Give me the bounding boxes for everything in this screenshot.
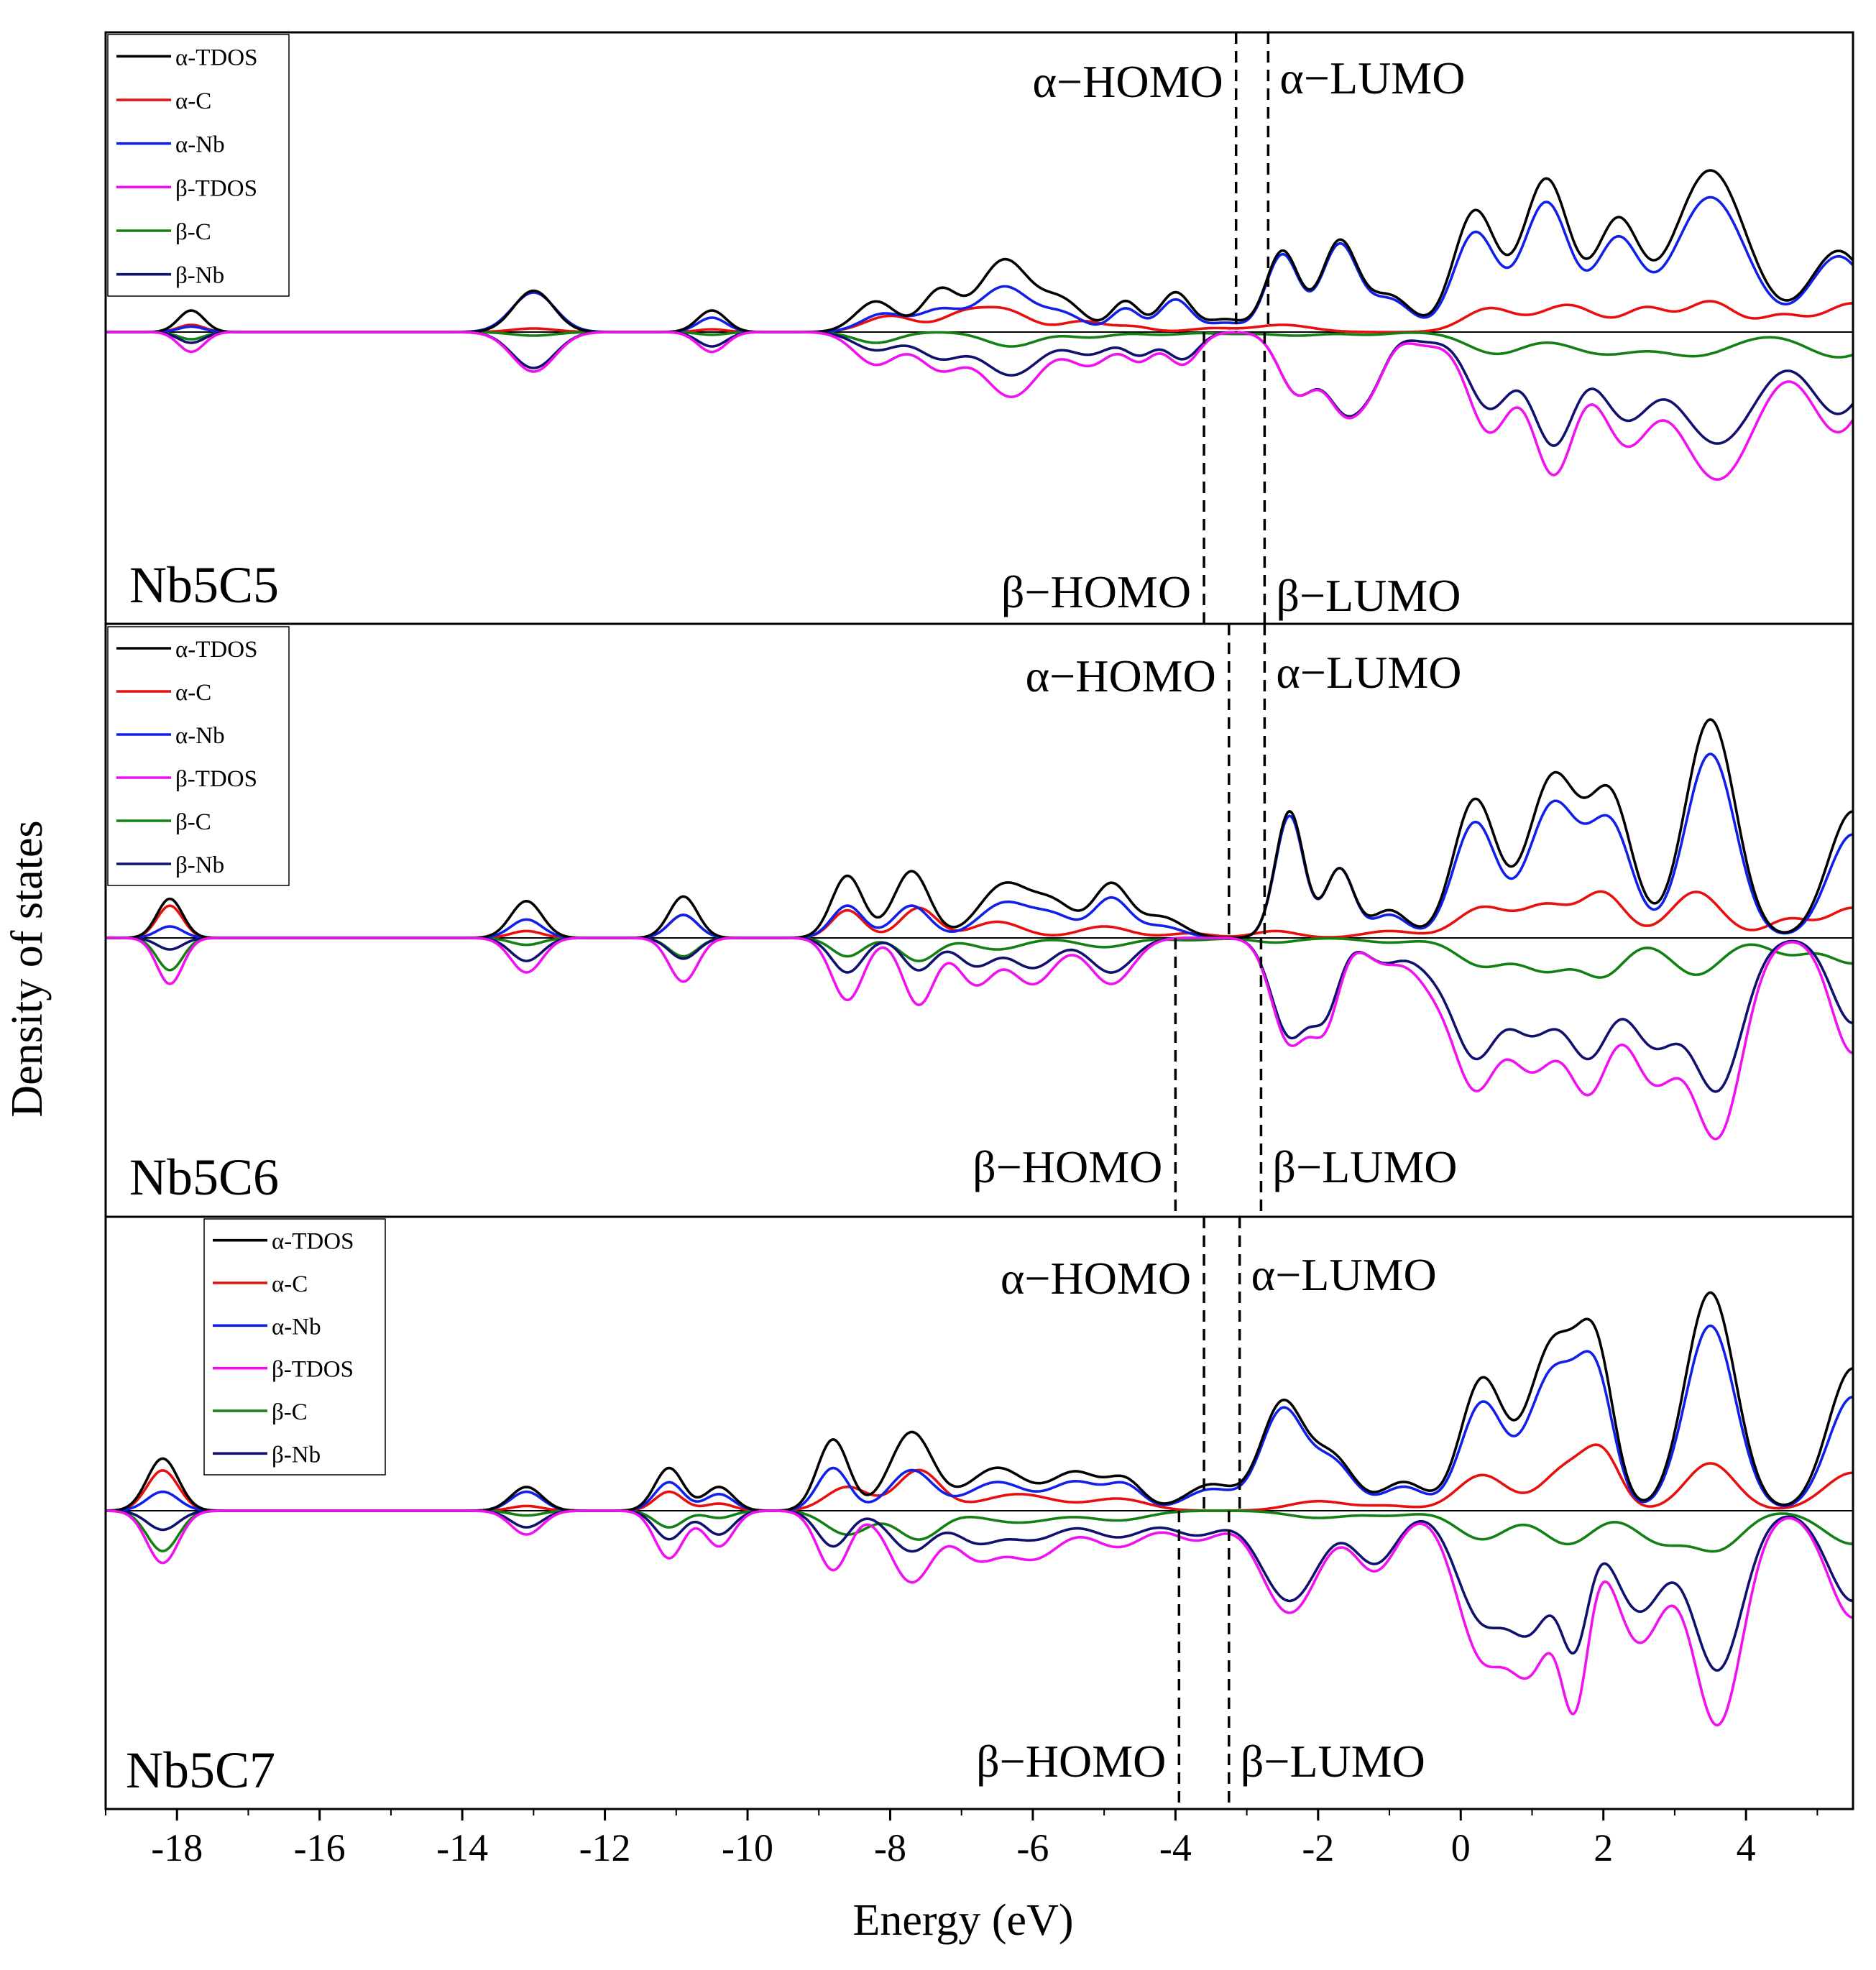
beta-lumo-label: β−LUMO — [1272, 1141, 1457, 1192]
legend: α-TDOS α-C α-Nb β-TDOS β-C β-Nb — [107, 34, 290, 297]
legend-box — [107, 626, 290, 886]
series-beta-tdos — [106, 1509, 1854, 1727]
legend: α-TDOS α-C α-Nb β-TDOS β-C β-Nb — [107, 626, 290, 886]
legend-label-beta-c: β-C — [175, 809, 211, 835]
x-tick-label: 0 — [1451, 1826, 1471, 1869]
x-tick-label: -14 — [436, 1826, 488, 1869]
legend-label-beta-c: β-C — [175, 219, 211, 245]
curves — [106, 1291, 1854, 1727]
legend-label-beta-nb: β-Nb — [175, 263, 224, 289]
alpha-homo-label: α−HOMO — [1001, 1253, 1191, 1304]
x-tick-label: 2 — [1594, 1826, 1613, 1869]
legend-label-beta-nb: β-Nb — [175, 852, 224, 878]
alpha-lumo-label: α−LUMO — [1279, 52, 1465, 103]
structure-label: Nb5C6 — [129, 1149, 279, 1206]
alpha-lumo-label: α−LUMO — [1276, 647, 1461, 698]
curves — [106, 169, 1854, 481]
panel-nb5c7: α−HOMO α−LUMO β−HOMO β−LUMO α-TDOS α-C α-Nb β-T… — [104, 1215, 1854, 1810]
x-tick-label: -18 — [151, 1826, 203, 1869]
alpha-lumo-label: α−LUMO — [1251, 1249, 1437, 1300]
x-tick-label: -6 — [1016, 1826, 1049, 1869]
structure-label: Nb5C7 — [126, 1741, 275, 1799]
structure-label: Nb5C5 — [129, 556, 279, 614]
panel-nb5c5: α−HOMO α−LUMO β−HOMO β−LUMO α-TDOS α-C α-Nb β-T… — [104, 31, 1854, 625]
alpha-homo-label: α−HOMO — [1026, 650, 1216, 701]
legend-box — [203, 1218, 386, 1476]
panel-frame — [104, 1215, 1854, 1810]
panel-nb5c6: α−HOMO α−LUMO β−HOMO β−LUMO α-TDOS α-C α-Nb β-T… — [104, 622, 1854, 1218]
legend-label-beta-tdos: β-TDOS — [272, 1357, 354, 1383]
legend-label-alpha-tdos: α-TDOS — [175, 45, 257, 70]
legend: α-TDOS α-C α-Nb β-TDOS β-C β-Nb — [203, 1218, 386, 1476]
legend-box — [107, 34, 290, 297]
series-beta-tdos — [106, 331, 1854, 481]
beta-lumo-label: β−LUMO — [1276, 570, 1461, 621]
x-tick-label: -2 — [1302, 1826, 1334, 1869]
x-tick-label: 4 — [1737, 1826, 1756, 1869]
series-beta-tdos — [106, 936, 1854, 1141]
legend-label-alpha-c: α-C — [175, 88, 211, 114]
legend-label-alpha-nb: α-Nb — [175, 723, 225, 749]
x-axis-label: Energy (eV) — [852, 1896, 1073, 1945]
y-axis-label: Density of states — [3, 820, 52, 1117]
x-tick-label: -8 — [874, 1826, 906, 1869]
legend-label-alpha-tdos: α-TDOS — [175, 637, 257, 663]
beta-homo-label: β−HOMO — [1001, 566, 1191, 617]
beta-lumo-label: β−LUMO — [1241, 1736, 1425, 1787]
beta-homo-label: β−HOMO — [976, 1736, 1166, 1787]
panels: α−HOMO α−LUMO β−HOMO β−LUMO α-TDOS α-C α-Nb β-T… — [104, 31, 1854, 1810]
legend-label-alpha-tdos: α-TDOS — [272, 1229, 354, 1255]
legend-label-alpha-c: α-C — [272, 1271, 308, 1297]
x-tick-label: -10 — [722, 1826, 773, 1869]
legend-label-beta-c: β-C — [272, 1399, 308, 1425]
alpha-homo-label: α−HOMO — [1033, 56, 1223, 107]
legend-label-beta-tdos: β-TDOS — [175, 175, 257, 201]
legend-label-alpha-c: α-C — [175, 680, 211, 706]
x-tick-label: -12 — [579, 1826, 631, 1869]
legend-label-alpha-nb: α-Nb — [175, 132, 225, 158]
legend-label-alpha-nb: α-Nb — [272, 1314, 321, 1340]
curves — [106, 718, 1854, 1141]
legend-label-beta-tdos: β-TDOS — [175, 766, 257, 792]
beta-homo-label: β−HOMO — [973, 1141, 1162, 1192]
x-axis: -18 -16 -14 -12 -10 -8 -6 -4 -2 0 2 4 — [105, 1809, 1818, 1869]
x-tick-label: -4 — [1159, 1826, 1192, 1869]
legend-label-beta-nb: β-Nb — [272, 1442, 321, 1468]
x-tick-label: -16 — [294, 1826, 346, 1869]
